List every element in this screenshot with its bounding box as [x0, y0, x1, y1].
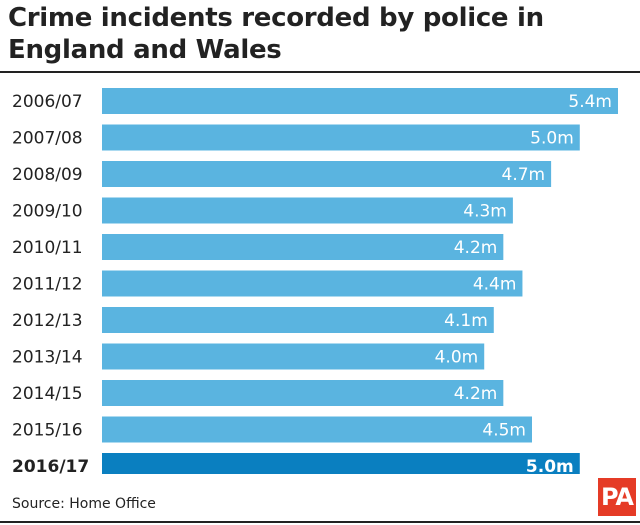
bar [102, 197, 513, 224]
category-label: 2011/12 [12, 275, 83, 295]
value-label: 4.0m [435, 348, 479, 368]
value-label: 4.2m [454, 238, 498, 258]
category-label: 2016/17 [12, 457, 89, 474]
bar [102, 307, 494, 333]
category-label: 2006/07 [12, 92, 83, 112]
category-label: 2012/13 [12, 311, 83, 331]
category-label: 2009/10 [12, 202, 83, 222]
category-label: 2007/08 [12, 129, 83, 149]
chart-title: Crime incidents recorded by police in En… [8, 3, 544, 65]
pa-logo: PA [598, 478, 636, 516]
category-label: 2014/15 [12, 384, 83, 404]
bar [102, 270, 523, 297]
category-label: 2010/11 [12, 238, 83, 258]
value-label: 5.0m [530, 129, 574, 149]
value-label: 4.2m [454, 384, 498, 404]
value-label: 5.0m [526, 457, 574, 474]
value-label: 4.1m [444, 311, 488, 331]
bar [102, 161, 552, 187]
bar [102, 234, 504, 260]
category-label: 2008/09 [12, 165, 83, 185]
bar [102, 343, 485, 370]
value-label: 5.4m [568, 92, 612, 112]
value-label: 4.5m [482, 421, 526, 441]
bar [102, 453, 580, 474]
bar [102, 416, 532, 443]
category-label: 2013/14 [12, 348, 83, 368]
top-divider [0, 71, 640, 73]
bar [102, 124, 580, 151]
category-label: 2015/16 [12, 421, 83, 441]
value-label: 4.3m [463, 202, 507, 222]
bar [102, 380, 504, 406]
value-label: 4.7m [502, 165, 546, 185]
bottom-divider [0, 521, 640, 523]
bar [102, 88, 618, 114]
source-note: Source: Home Office [12, 496, 156, 512]
value-label: 4.4m [473, 275, 517, 295]
bar-chart: 2006/07 5.4m 2007/08 5.0m 2008/09 4.7m 2009/10… [12, 88, 618, 474]
